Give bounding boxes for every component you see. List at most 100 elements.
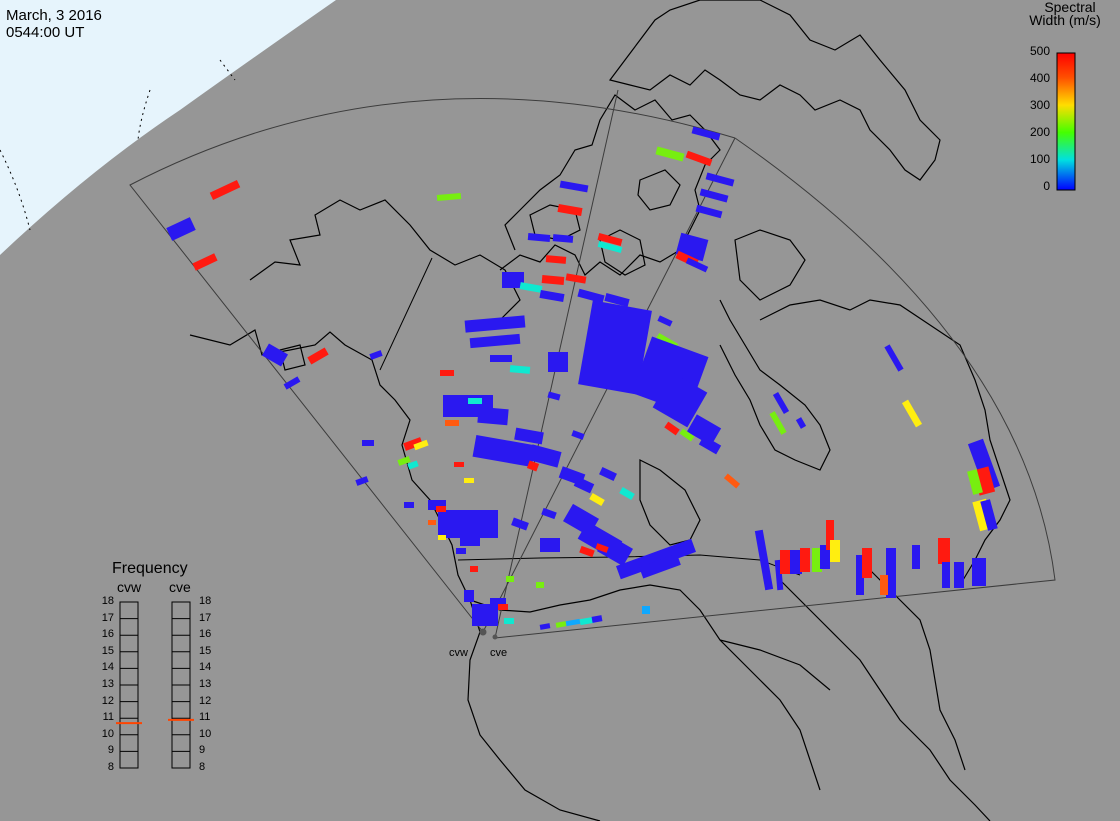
data-cell	[192, 253, 218, 271]
data-cell	[616, 538, 696, 580]
data-cell	[795, 417, 807, 429]
data-cell	[404, 502, 414, 508]
frequency-radar-cve: cve	[169, 579, 191, 595]
data-cell	[413, 439, 429, 451]
data-cell	[307, 347, 329, 365]
freq-label-left-17: 17	[101, 611, 114, 624]
data-cell	[454, 462, 464, 467]
data-cell	[469, 333, 521, 349]
data-cell	[579, 545, 595, 558]
data-cell	[754, 529, 774, 591]
data-cell	[456, 548, 466, 554]
data-cell	[565, 273, 587, 284]
freq-label-right-15: 15	[199, 644, 212, 657]
data-cell	[407, 460, 419, 470]
data-cell	[577, 288, 605, 304]
data-cell	[884, 344, 904, 372]
data-cell	[800, 548, 810, 572]
data-cell	[967, 469, 983, 495]
data-cell	[506, 576, 514, 582]
data-cell	[468, 398, 482, 404]
data-cell	[705, 172, 735, 187]
daylight-meridian	[0, 59, 236, 231]
data-cell	[464, 590, 474, 602]
freq-label-left-8: 8	[107, 761, 114, 773]
freq-label-right-8: 8	[199, 761, 206, 773]
freq-label-right-11: 11	[199, 711, 211, 724]
data-cell	[698, 435, 722, 455]
data-cell	[504, 618, 514, 624]
freq-label-left-11: 11	[102, 711, 114, 724]
data-cell	[472, 434, 536, 468]
data-cell	[578, 300, 652, 395]
radar-site-cvw	[479, 628, 487, 636]
data-cell	[862, 548, 872, 578]
colorbar-title-1: Spectral	[1044, 0, 1096, 15]
data-cell	[880, 575, 888, 595]
data-cell	[509, 365, 531, 374]
frequency-radar-cvw: cvw	[117, 579, 142, 595]
data-cell	[652, 372, 708, 428]
freq-label-right-16: 16	[199, 628, 212, 641]
data-cell	[545, 255, 567, 264]
colorbar-title-2: Width (m/s)	[1029, 12, 1101, 28]
data-cell	[604, 293, 630, 307]
data-cell	[472, 604, 498, 626]
data-cell	[820, 545, 830, 569]
data-cell	[597, 533, 633, 567]
data-cell	[812, 548, 822, 572]
colorbar-tick-500: 500	[1029, 44, 1050, 58]
data-cell	[445, 420, 459, 426]
data-cell	[428, 520, 436, 525]
data-cell	[440, 370, 454, 376]
data-cell	[597, 240, 623, 254]
data-cell	[490, 355, 512, 362]
data-cell	[691, 126, 721, 141]
data-cell	[664, 421, 680, 436]
data-cell	[685, 150, 713, 167]
data-cell	[528, 444, 562, 468]
data-cell	[954, 562, 964, 588]
data-cell	[699, 188, 729, 203]
data-cell	[539, 289, 565, 303]
daylight-region	[0, 0, 336, 255]
data-cell	[597, 233, 623, 246]
data-cell	[723, 473, 741, 489]
data-cell	[438, 510, 498, 538]
data-cell	[679, 428, 695, 442]
site-label-cvw: cvw	[449, 647, 468, 659]
site-label-cve: cve	[490, 647, 508, 659]
frequency-title: Frequency	[112, 560, 188, 577]
data-cell	[261, 343, 289, 367]
data-cell	[403, 437, 423, 451]
colorbar-gradient	[1056, 52, 1076, 191]
data-cell	[830, 540, 840, 562]
data-cell	[355, 476, 369, 486]
frequency-gauges	[119, 601, 191, 769]
spectral-width-cells	[166, 126, 1001, 630]
freq-label-right-14: 14	[199, 661, 212, 674]
data-cell	[541, 275, 565, 285]
data-cell	[639, 553, 681, 579]
data-cell	[209, 180, 241, 200]
date-label: March, 3 2016	[6, 7, 102, 24]
time-label: 0544:00 UT	[6, 24, 85, 41]
data-cell	[436, 506, 446, 512]
data-cell	[695, 204, 723, 219]
data-cell	[369, 350, 383, 360]
data-cell	[595, 543, 609, 553]
freq-label-right-13: 13	[199, 678, 212, 690]
data-cell	[397, 456, 411, 466]
data-cell	[886, 548, 896, 598]
freq-label-right-9: 9	[199, 744, 206, 757]
colorbar-tick-200: 200	[1029, 125, 1050, 139]
data-cell	[536, 582, 544, 588]
data-cell	[527, 233, 551, 242]
data-cell	[655, 146, 685, 162]
data-cell	[685, 257, 709, 273]
data-cell	[511, 517, 529, 531]
data-cell	[790, 550, 802, 574]
data-cell	[686, 414, 722, 446]
freq-label-right-12: 12	[199, 694, 212, 707]
